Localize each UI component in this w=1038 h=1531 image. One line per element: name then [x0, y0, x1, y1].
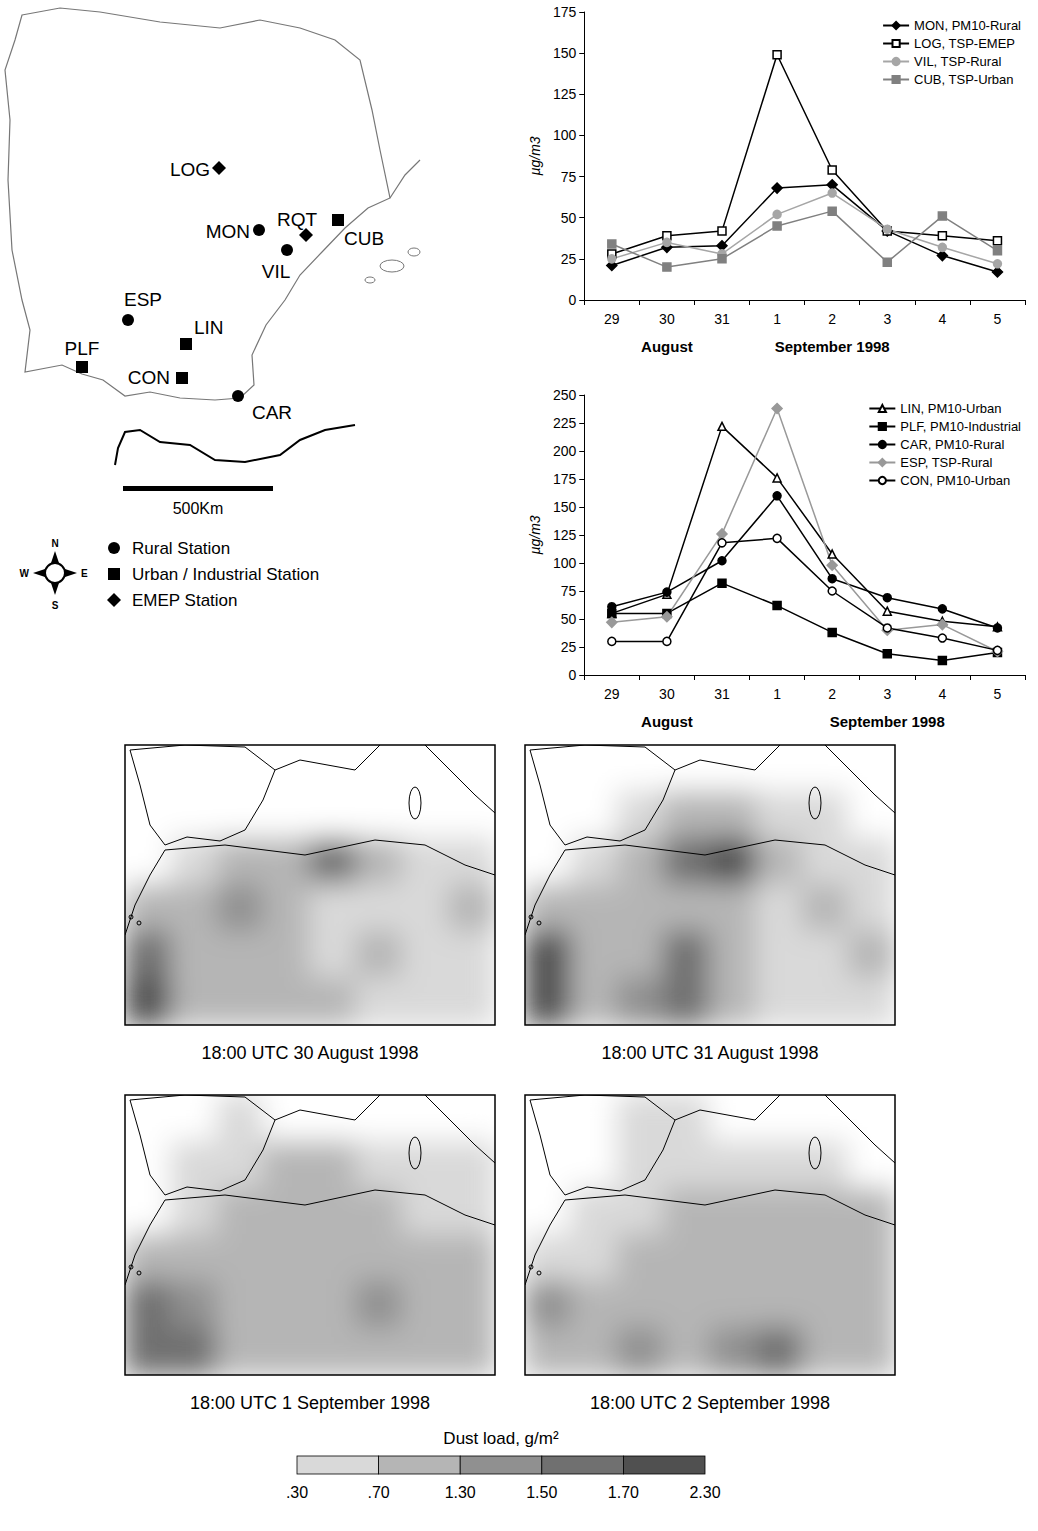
svg-text:.70: .70 — [367, 1484, 389, 1501]
svg-text:MON, PM10-Rural: MON, PM10-Rural — [914, 18, 1021, 33]
svg-text:150: 150 — [553, 499, 577, 515]
svg-text:1: 1 — [773, 311, 781, 327]
svg-text:100: 100 — [553, 127, 577, 143]
svg-text:CAR, PM10-Rural: CAR, PM10-Rural — [900, 437, 1004, 452]
svg-text:CAR: CAR — [252, 402, 292, 423]
svg-text:3: 3 — [883, 686, 891, 702]
svg-text:29: 29 — [604, 686, 620, 702]
svg-text:Dust load, g/m²: Dust load, g/m² — [443, 1429, 559, 1448]
svg-text:200: 200 — [553, 443, 577, 459]
svg-text:30: 30 — [659, 686, 675, 702]
svg-text:150: 150 — [553, 45, 577, 61]
svg-text:1.50: 1.50 — [526, 1484, 557, 1501]
svg-text:µg/m3: µg/m3 — [527, 515, 543, 554]
svg-text:500Km: 500Km — [173, 500, 224, 517]
svg-text:W: W — [20, 568, 30, 579]
svg-text:1.70: 1.70 — [608, 1484, 639, 1501]
svg-text:CON: CON — [128, 367, 170, 388]
svg-text:50: 50 — [561, 611, 577, 627]
svg-text:RQT: RQT — [277, 209, 318, 230]
svg-text:PLF: PLF — [65, 338, 100, 359]
svg-text:LIN: LIN — [194, 317, 224, 338]
svg-text:25: 25 — [561, 639, 577, 655]
svg-text:250: 250 — [553, 387, 577, 403]
svg-text:5: 5 — [994, 311, 1002, 327]
svg-text:125: 125 — [553, 527, 577, 543]
svg-text:N: N — [51, 538, 58, 549]
svg-text:4: 4 — [938, 311, 946, 327]
svg-text:18:00 UTC 31 August 1998: 18:00 UTC 31 August 1998 — [601, 1043, 818, 1063]
svg-text:18:00 UTC 1 September 1998: 18:00 UTC 1 September 1998 — [190, 1393, 430, 1413]
svg-text:E: E — [81, 568, 88, 579]
svg-text:100: 100 — [553, 555, 577, 571]
svg-text:0: 0 — [568, 292, 576, 308]
svg-text:MON: MON — [206, 221, 250, 242]
svg-text:5: 5 — [994, 686, 1002, 702]
svg-text:30: 30 — [659, 311, 675, 327]
svg-text:18:00 UTC 2 September 1998: 18:00 UTC 2 September 1998 — [590, 1393, 830, 1413]
svg-text:Rural Station: Rural Station — [132, 539, 230, 558]
svg-text:18:00 UTC 30 August 1998: 18:00 UTC 30 August 1998 — [201, 1043, 418, 1063]
svg-text:.30: .30 — [286, 1484, 308, 1501]
svg-text:3: 3 — [883, 311, 891, 327]
svg-text:LIN, PM10-Urban: LIN, PM10-Urban — [900, 401, 1001, 416]
svg-text:1: 1 — [773, 686, 781, 702]
svg-text:225: 225 — [553, 415, 577, 431]
svg-text:EMEP Station: EMEP Station — [132, 591, 238, 610]
svg-text:31: 31 — [714, 311, 730, 327]
svg-text:29: 29 — [604, 311, 620, 327]
svg-text:CUB, TSP-Urban: CUB, TSP-Urban — [914, 72, 1013, 87]
svg-text:CON, PM10-Urban: CON, PM10-Urban — [900, 473, 1010, 488]
svg-text:ESP, TSP-Rural: ESP, TSP-Rural — [900, 455, 992, 470]
svg-text:175: 175 — [553, 471, 577, 487]
svg-text:175: 175 — [553, 4, 577, 20]
svg-text:µg/m3: µg/m3 — [527, 136, 543, 175]
svg-text:1.30: 1.30 — [445, 1484, 476, 1501]
svg-text:S: S — [52, 600, 59, 611]
svg-text:LOG, TSP-EMEP: LOG, TSP-EMEP — [914, 36, 1015, 51]
svg-text:0: 0 — [568, 667, 576, 683]
svg-text:31: 31 — [714, 686, 730, 702]
svg-text:August: August — [641, 713, 693, 730]
svg-text:PLF, PM10-Industrial: PLF, PM10-Industrial — [900, 419, 1021, 434]
svg-text:75: 75 — [561, 583, 577, 599]
svg-text:VIL: VIL — [262, 261, 291, 282]
svg-text:2: 2 — [828, 686, 836, 702]
svg-text:September 1998: September 1998 — [775, 338, 890, 355]
svg-text:75: 75 — [561, 169, 577, 185]
svg-text:4: 4 — [938, 686, 946, 702]
svg-text:25: 25 — [561, 251, 577, 267]
svg-text:2.30: 2.30 — [689, 1484, 720, 1501]
svg-text:125: 125 — [553, 86, 577, 102]
svg-text:Urban / Industrial Station: Urban / Industrial Station — [132, 565, 319, 584]
svg-text:ESP: ESP — [124, 289, 162, 310]
svg-text:September 1998: September 1998 — [830, 713, 945, 730]
svg-text:2: 2 — [828, 311, 836, 327]
svg-text:CUB: CUB — [344, 228, 384, 249]
svg-text:August: August — [641, 338, 693, 355]
svg-text:VIL, TSP-Rural: VIL, TSP-Rural — [914, 54, 1001, 69]
svg-text:50: 50 — [561, 210, 577, 226]
svg-text:LOG: LOG — [170, 159, 210, 180]
